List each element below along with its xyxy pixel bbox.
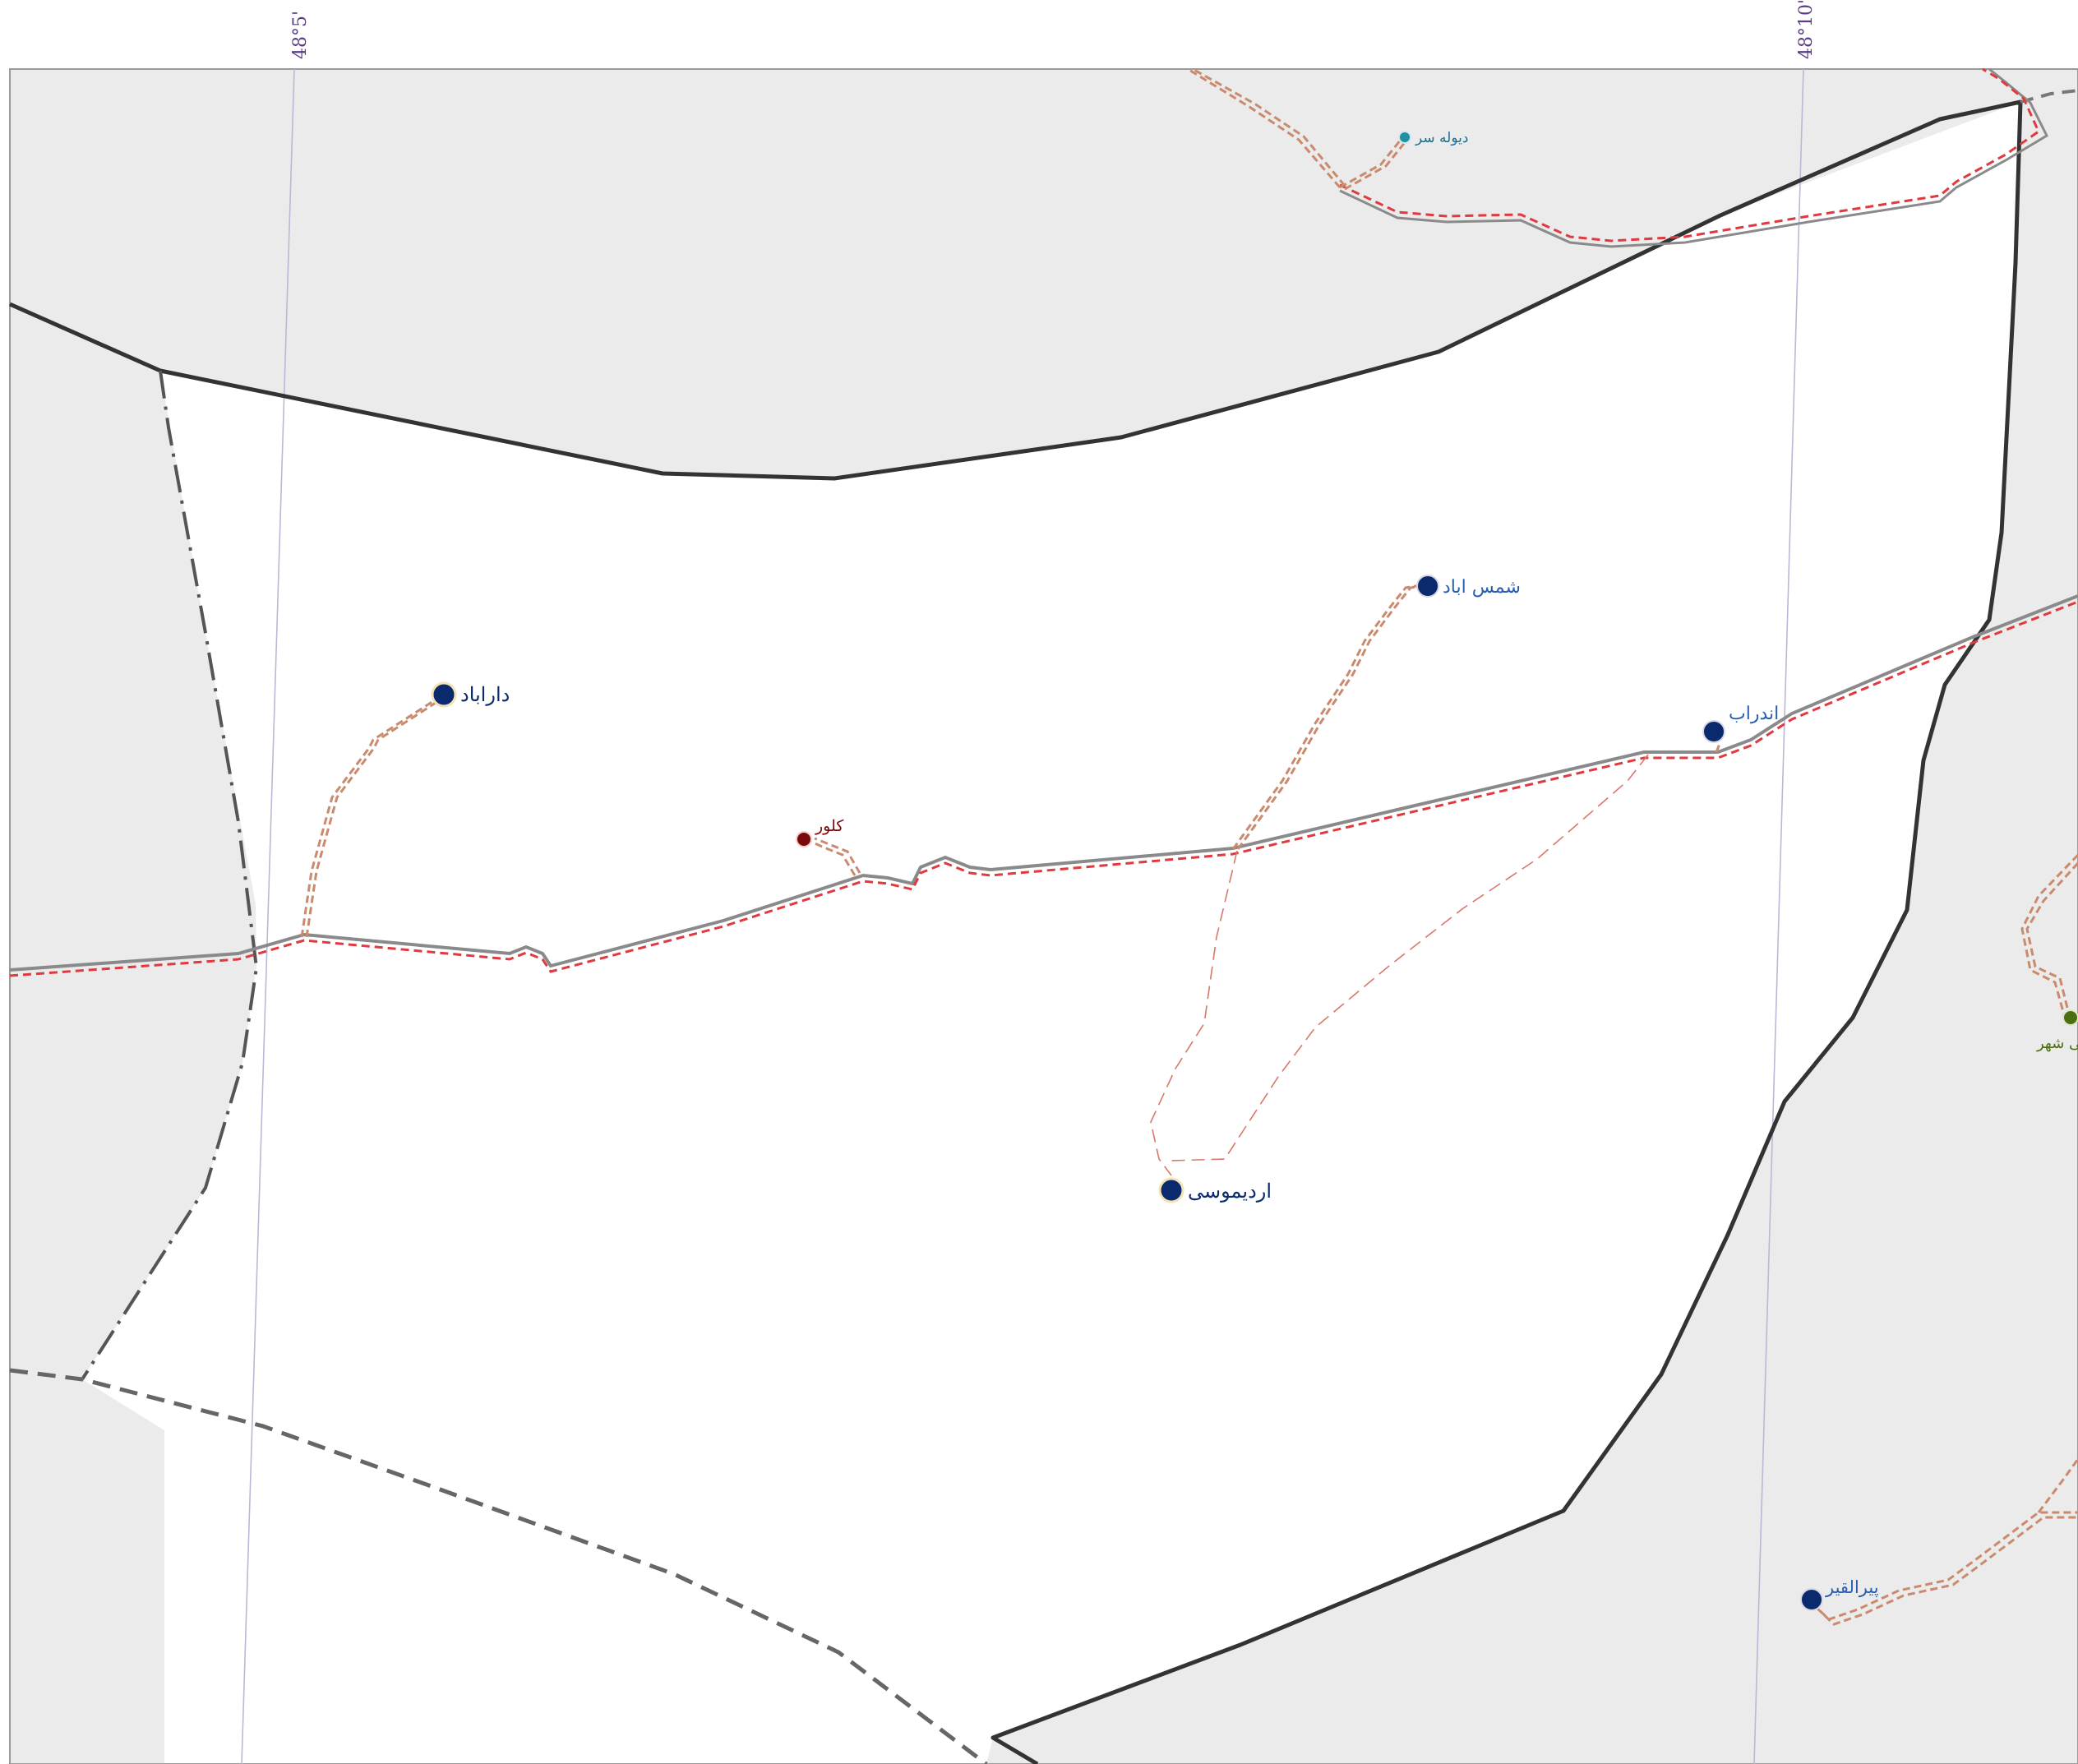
meridian-48-10 (1753, 68, 1804, 1764)
track-devlehsar-b (1344, 136, 1411, 191)
graticule: 48°5' 48°10' (241, 0, 1817, 1764)
place-label-ardimusi: اردیموسی (1188, 1180, 1272, 1203)
boundary-south (9, 1368, 988, 1764)
place-piralqir[interactable]: پیرالقیر (1800, 1577, 1879, 1611)
map-frame (9, 68, 2078, 1764)
boundary-west (81, 370, 259, 1381)
track-east (2020, 853, 2078, 1018)
graticule-label-48-10: 48°10' (1796, 0, 1817, 59)
place-label-kishahr: کی شهر (2036, 1035, 2078, 1052)
track-east-b (2025, 861, 2078, 1018)
paths-ardimusi (1150, 754, 1649, 1176)
place-shamsabad[interactable]: شمس اباد (1416, 575, 1521, 598)
district-area (82, 102, 2020, 1764)
boundary-northeast (2020, 89, 2078, 104)
track-kalvar (809, 839, 857, 876)
north-road (1339, 67, 2048, 248)
track-kalvar-b (814, 837, 861, 874)
track-andrab (1715, 743, 1721, 753)
track-se (2037, 1458, 2078, 1513)
place-ardimusi[interactable]: اردیموسی (1158, 1177, 1272, 1203)
track-north (1187, 67, 1341, 188)
meridian-48-5 (241, 68, 295, 1764)
place-label-andrab: اندراب (1729, 704, 1779, 724)
place-devlehsar[interactable]: دیوله سر (1398, 130, 1468, 146)
place-label-piralqir: پیرالقیر (1825, 1577, 1879, 1598)
track-piralqir-b (1815, 1516, 2078, 1626)
place-kalvar[interactable]: کلور (796, 817, 844, 847)
place-label-kalvar: کلور (815, 817, 844, 835)
place-label-darabad: داراباد (460, 683, 510, 706)
place-kishahr[interactable]: کی شهر (2036, 1009, 2078, 1052)
track-piralqir (1810, 1511, 2078, 1621)
place-label-shamsabad: شمس اباد (1443, 577, 1521, 598)
place-andrab[interactable]: اندراب (1702, 704, 1779, 743)
district-border-main (8, 99, 2023, 1764)
track-north-b (1192, 67, 1346, 187)
places: داراباد شمس اباد اندراب کلور اردیموسی دی… (431, 130, 2078, 1611)
place-darabad[interactable]: داراباد (431, 681, 510, 708)
track-devlehsar (1339, 135, 1406, 189)
track-shamsabad (1231, 582, 1431, 850)
place-label-devlehsar: دیوله سر (1415, 130, 1468, 146)
graticule-label-48-5: 48°5' (290, 11, 311, 59)
track-darabad-b (300, 693, 441, 938)
main-road (9, 594, 2078, 977)
track-shamsabad-b (1236, 582, 1436, 850)
